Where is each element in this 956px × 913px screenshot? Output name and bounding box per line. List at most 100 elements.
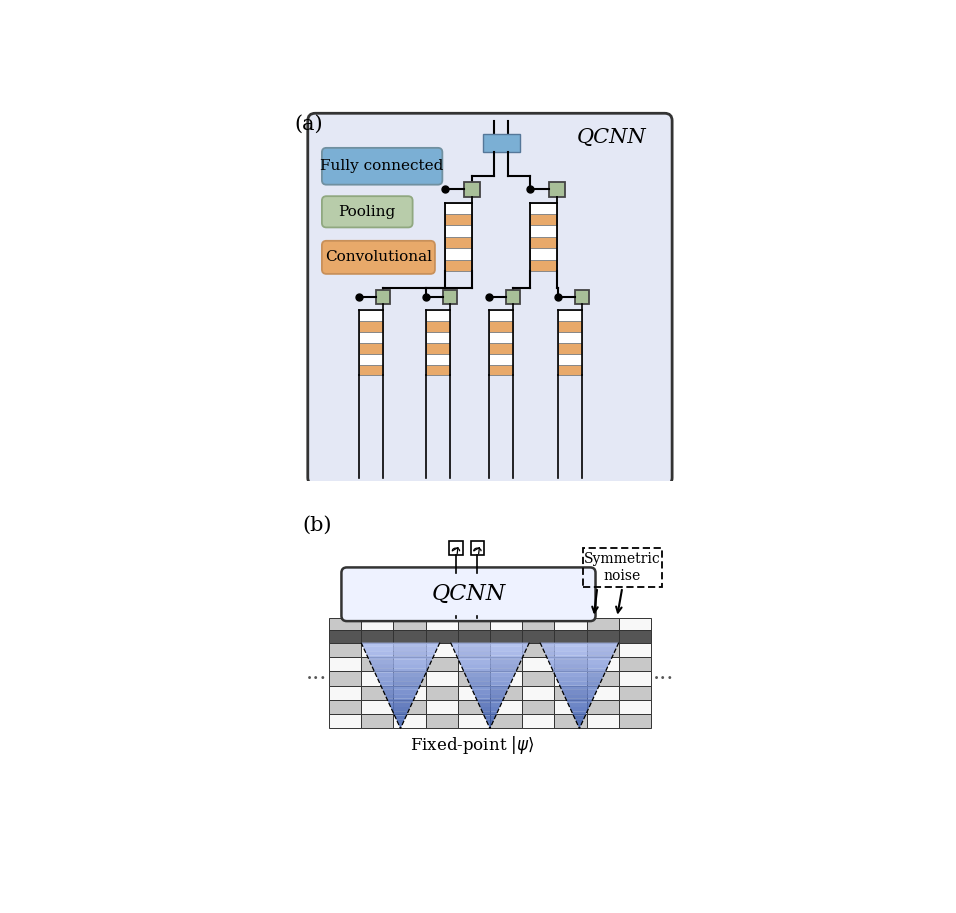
Bar	[483, 133, 520, 152]
Polygon shape	[387, 698, 414, 703]
FancyBboxPatch shape	[322, 196, 413, 227]
Bar	[522, 700, 554, 714]
Bar	[425, 714, 458, 729]
Polygon shape	[542, 647, 617, 651]
Bar	[531, 236, 557, 248]
FancyBboxPatch shape	[322, 241, 435, 274]
Bar	[554, 686, 587, 700]
Bar	[445, 214, 471, 226]
Bar	[557, 310, 582, 321]
Polygon shape	[393, 711, 408, 716]
Bar	[506, 290, 520, 304]
Text: ...: ...	[653, 662, 674, 684]
Polygon shape	[468, 681, 511, 686]
Bar	[393, 686, 425, 700]
Polygon shape	[544, 651, 615, 656]
Polygon shape	[391, 707, 410, 711]
Polygon shape	[482, 711, 498, 716]
Polygon shape	[554, 673, 605, 677]
Bar	[489, 617, 522, 630]
Bar	[425, 656, 458, 671]
Text: Fully connected: Fully connected	[320, 159, 444, 173]
Polygon shape	[452, 647, 528, 651]
Bar	[531, 248, 557, 260]
Bar	[619, 714, 651, 729]
Bar	[464, 182, 480, 197]
Bar	[619, 617, 651, 630]
Bar	[358, 364, 383, 375]
Bar	[458, 686, 489, 700]
Bar	[425, 310, 450, 321]
Bar	[425, 353, 450, 364]
Polygon shape	[472, 690, 508, 694]
Polygon shape	[450, 643, 530, 647]
Polygon shape	[555, 677, 603, 681]
Polygon shape	[552, 668, 607, 673]
Bar	[361, 714, 393, 729]
Bar	[489, 714, 522, 729]
Bar	[358, 321, 383, 332]
Polygon shape	[465, 673, 515, 677]
Polygon shape	[562, 690, 598, 694]
Text: (b): (b)	[302, 516, 332, 534]
Bar	[554, 617, 587, 630]
Bar	[587, 617, 619, 630]
Polygon shape	[480, 707, 500, 711]
Bar	[425, 643, 458, 656]
Bar	[425, 630, 458, 643]
Bar	[557, 364, 582, 375]
Bar	[425, 321, 450, 332]
Polygon shape	[463, 668, 517, 673]
Bar	[458, 656, 489, 671]
Bar	[425, 364, 450, 375]
Bar	[393, 700, 425, 714]
Polygon shape	[380, 686, 421, 690]
Polygon shape	[572, 711, 587, 716]
Text: (a): (a)	[294, 115, 323, 134]
Bar	[393, 714, 425, 729]
Polygon shape	[540, 643, 619, 647]
Bar	[587, 643, 619, 656]
Bar	[425, 686, 458, 700]
Bar	[458, 714, 489, 729]
Bar	[489, 364, 513, 375]
Polygon shape	[577, 724, 581, 729]
Text: Symmetric
noise: Symmetric noise	[584, 552, 661, 582]
Bar	[329, 671, 361, 686]
Bar	[522, 714, 554, 729]
Bar	[329, 700, 361, 714]
Polygon shape	[365, 651, 436, 656]
Bar	[554, 714, 587, 729]
Bar	[531, 260, 557, 271]
Bar	[554, 630, 587, 643]
Bar	[329, 630, 361, 643]
Bar	[522, 617, 554, 630]
Bar	[470, 541, 485, 555]
Bar	[522, 686, 554, 700]
Bar	[449, 541, 463, 555]
Bar	[522, 656, 554, 671]
Polygon shape	[568, 703, 591, 707]
Bar	[619, 700, 651, 714]
Text: QCNN: QCNN	[431, 583, 506, 605]
Bar	[489, 332, 513, 343]
Bar	[425, 671, 458, 686]
Polygon shape	[574, 716, 585, 719]
Bar	[358, 310, 383, 321]
Bar	[458, 630, 489, 643]
Polygon shape	[461, 664, 519, 668]
Text: Fixed-point $|\psi\rangle$: Fixed-point $|\psi\rangle$	[410, 733, 534, 756]
Bar	[393, 617, 425, 630]
Bar	[489, 630, 522, 643]
Text: Convolutional: Convolutional	[325, 250, 432, 265]
Bar	[489, 321, 513, 332]
Bar	[361, 630, 393, 643]
Polygon shape	[377, 677, 424, 681]
Bar	[329, 714, 361, 729]
Polygon shape	[488, 724, 492, 729]
Bar	[329, 643, 361, 656]
Polygon shape	[570, 707, 589, 711]
Bar	[619, 671, 651, 686]
Polygon shape	[361, 643, 440, 647]
Bar	[489, 343, 513, 353]
